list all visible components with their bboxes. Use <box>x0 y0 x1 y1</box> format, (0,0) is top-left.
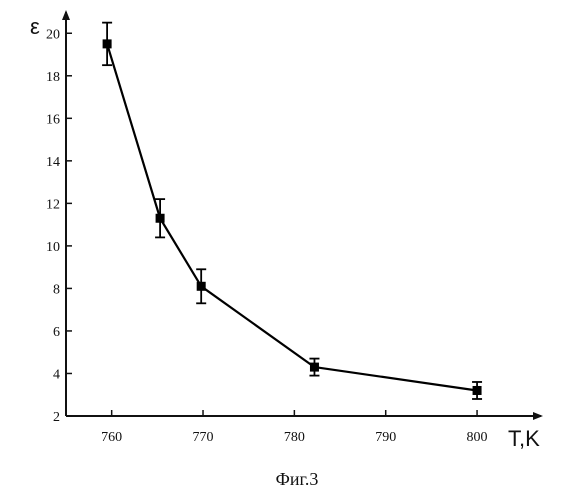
y-tick-label: 18 <box>46 70 60 85</box>
y-tick-label: 4 <box>53 367 60 382</box>
x-axis-label: T,K <box>508 426 540 451</box>
x-tick-label: 800 <box>467 430 488 445</box>
x-tick-label: 780 <box>284 430 305 445</box>
data-series <box>102 23 482 399</box>
data-point <box>197 282 206 291</box>
data-point <box>156 214 165 223</box>
figure-caption: Фиг.3 <box>276 469 319 489</box>
x-tick-label: 770 <box>193 430 214 445</box>
data-point <box>473 386 482 395</box>
y-tick-label: 20 <box>46 27 60 42</box>
x-axis-arrow <box>533 412 543 420</box>
y-tick-label: 16 <box>46 112 60 127</box>
y-tick-label: 2 <box>53 410 60 425</box>
data-point <box>103 39 112 48</box>
x-tick-label: 760 <box>101 430 122 445</box>
y-axis-arrow <box>62 10 70 20</box>
x-tick-label: 790 <box>375 430 396 445</box>
y-tick-label: 6 <box>53 325 60 340</box>
y-tick-label: 14 <box>46 155 60 170</box>
y-tick-label: 12 <box>46 197 60 212</box>
y-axis-label: ε <box>30 14 40 39</box>
y-tick-label: 8 <box>53 282 60 297</box>
y-ticks: 2 4 6 8 10 12 14 16 18 20 <box>46 27 72 425</box>
y-tick-label: 10 <box>46 240 60 255</box>
data-point <box>310 363 319 372</box>
